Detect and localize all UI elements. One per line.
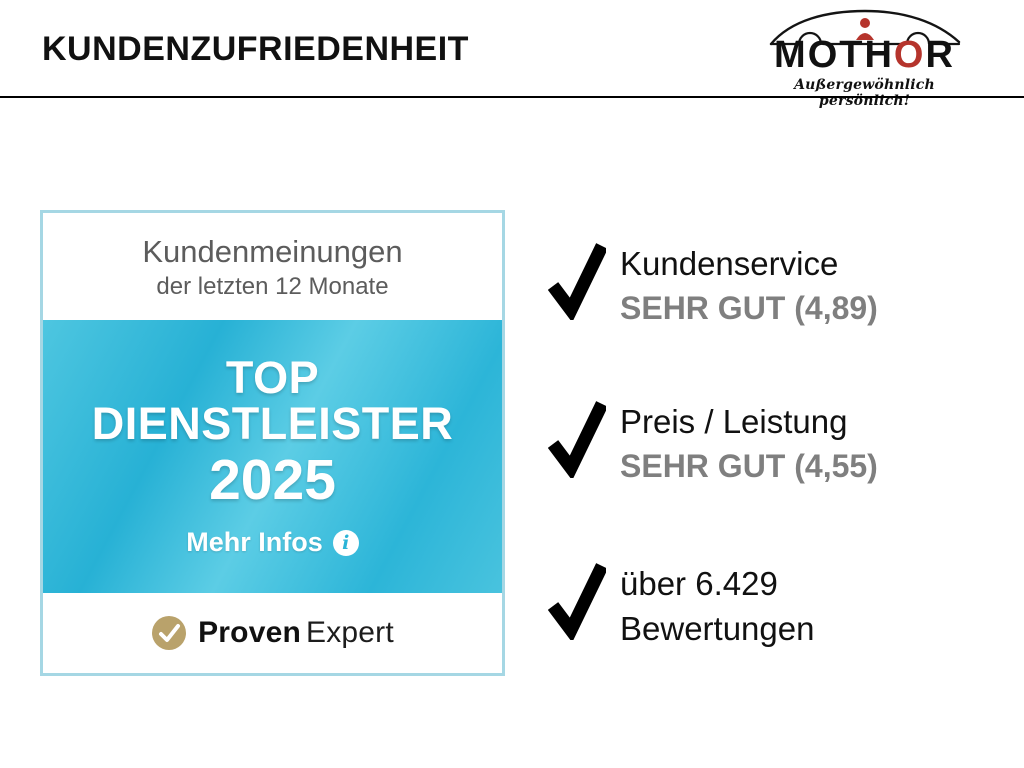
rating-text: Preis / Leistung SEHR GUT (4,55) xyxy=(620,396,878,488)
person-icon xyxy=(855,18,874,40)
rating-text: Kundenservice SEHR GUT (4,89) xyxy=(620,238,878,330)
provenexpert-wordmark-bold: Proven xyxy=(198,616,301,649)
rating-text: über 6.429 Bewertungen xyxy=(620,558,814,651)
badge-header: Kundenmeinungen der letzten 12 Monate xyxy=(43,213,502,320)
more-info-label: Mehr Infos xyxy=(186,527,323,558)
rating-item-preis-leistung: Preis / Leistung SEHR GUT (4,55) xyxy=(548,396,988,488)
checkmark-icon xyxy=(548,563,606,640)
award-year: 2025 xyxy=(209,447,336,512)
checkmark-icon xyxy=(548,243,606,320)
info-icon: i xyxy=(332,529,359,556)
logo-letters-end: R xyxy=(925,34,955,76)
provenexpert-badge: Kundenmeinungen der letzten 12 Monate TO… xyxy=(40,210,505,676)
rating-label: über 6.429 xyxy=(620,565,778,602)
checkmark-icon xyxy=(548,401,606,478)
rating-label-line2: Bewertungen xyxy=(620,609,815,647)
rating-label: Preis / Leistung xyxy=(620,403,848,440)
header-divider xyxy=(0,96,1024,98)
rating-value: SEHR GUT (4,55) xyxy=(620,447,878,484)
badge-subheading: der letzten 12 Monate xyxy=(156,272,389,300)
rating-item-kundenservice: Kundenservice SEHR GUT (4,89) xyxy=(548,238,988,330)
rating-label: Kundenservice xyxy=(620,245,839,282)
rating-item-bewertungen: über 6.429 Bewertungen xyxy=(548,558,988,651)
badge-heading: Kundenmeinungen xyxy=(142,234,403,269)
mothor-logo-text: MOTHOR xyxy=(757,36,972,74)
award-line2: DIENSTLEISTER xyxy=(91,397,454,449)
provenexpert-wordmark-regular: Expert xyxy=(306,616,394,649)
car-outline-icon xyxy=(769,9,960,46)
logo-tagline: Außergewöhnlich persönlich! xyxy=(794,77,935,109)
rating-value: SEHR GUT (4,89) xyxy=(620,289,878,326)
provenexpert-wordmark: Proven Expert xyxy=(198,616,394,650)
more-info-link[interactable]: Mehr Infos i xyxy=(186,527,359,558)
logo-letters: MOTH xyxy=(774,34,894,76)
badge-footer: Proven Expert xyxy=(43,593,502,673)
logo-red-letter: O xyxy=(893,34,926,76)
provenexpert-logo-link[interactable]: Proven Expert xyxy=(151,615,394,651)
award-line1: TOP xyxy=(225,351,320,403)
mothor-logo: MOTHOR Außergewöhnlich persönlich! xyxy=(757,6,972,109)
page-title: KUNDENZUFRIEDENHEIT xyxy=(42,30,469,68)
provenexpert-check-icon xyxy=(152,616,187,650)
award-band: TOP DIENSTLEISTER 2025 Mehr Infos i xyxy=(43,320,502,593)
